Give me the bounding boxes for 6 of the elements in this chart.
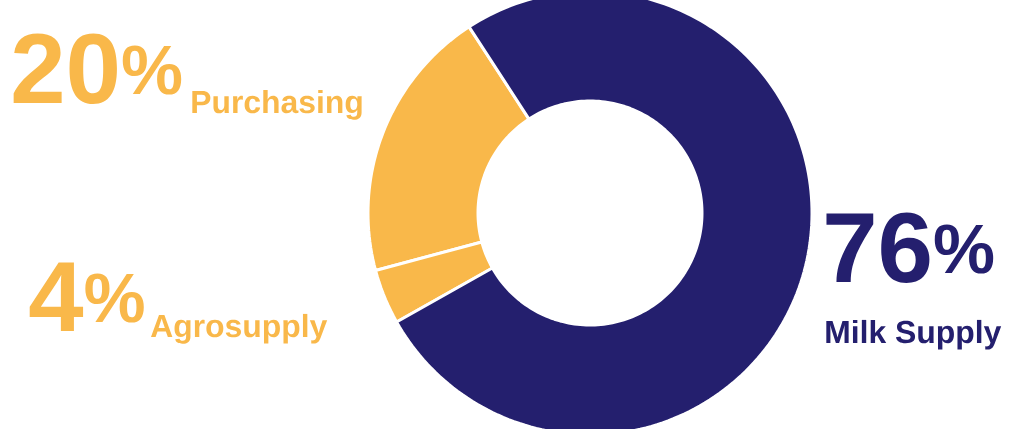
data-label: 76$^{%}$ [826, 212, 994, 283]
data-label: 20$^{%}$ [13, 33, 182, 104]
slice-label: Purchasing [192, 89, 362, 120]
slice-label: Agrosupply [151, 313, 328, 344]
data-label: 4$^{%}$ [29, 262, 144, 331]
slice-label: Milk Supply [826, 319, 1002, 350]
